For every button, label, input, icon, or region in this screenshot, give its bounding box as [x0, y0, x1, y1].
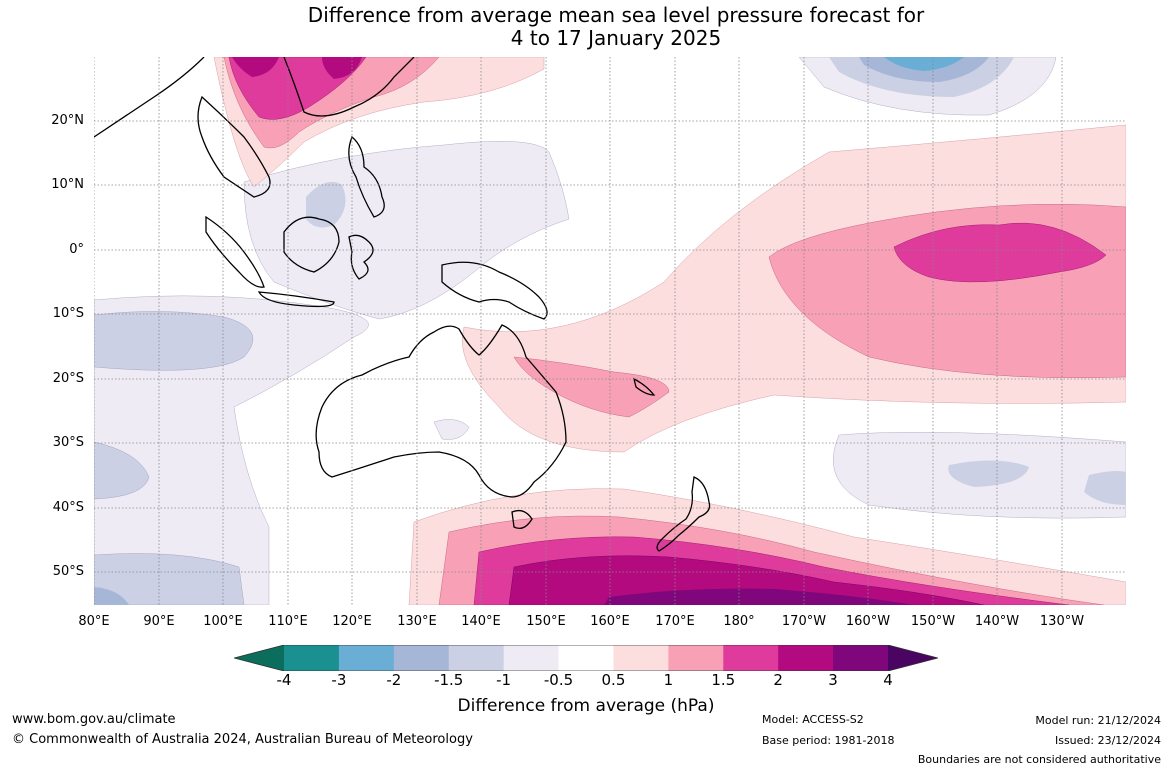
new-caledonia-outline	[633, 377, 656, 396]
pressure-anomaly-map	[94, 57, 1126, 605]
colorbar-segment	[503, 645, 560, 671]
longitude-label: 170°E	[655, 614, 695, 629]
longitude-label: 150°E	[526, 614, 566, 629]
footer-model: Model: ACCESS-S2	[762, 713, 864, 726]
anomaly-neg-west	[94, 295, 369, 605]
anomaly-neg-maritime-inner	[306, 181, 346, 228]
longitude-label: 110°E	[268, 614, 308, 629]
colorbar-segment	[284, 645, 340, 671]
colorbar-segment	[668, 645, 724, 671]
longitude-label: 150°W	[910, 614, 956, 629]
map-gridlines	[94, 57, 1126, 605]
java-outline	[257, 291, 335, 308]
anomaly-pos-pacific-15	[893, 222, 1107, 283]
colorbar-tick-label: -1	[496, 671, 512, 689]
latitude-label: 50°S	[52, 564, 84, 579]
latitude-label: 10°S	[52, 306, 84, 321]
borneo-outline	[283, 216, 340, 273]
colorbar-tick-label: 1	[663, 671, 674, 689]
colorbar-segment	[833, 645, 889, 671]
title-line-1: Difference from average mean sea level p…	[307, 3, 925, 27]
anomaly-pos-coral-1	[513, 356, 670, 418]
colorbar-high-extend	[888, 645, 938, 671]
anomaly-neg-central	[433, 419, 470, 440]
colorbar-segment	[723, 645, 779, 671]
colorbar-title: Difference from average (hPa)	[457, 696, 715, 716]
longitude-label: 130°W	[1039, 614, 1085, 629]
latitude-label: 20°N	[51, 113, 84, 128]
anomaly-pos-asia-2b	[322, 57, 362, 79]
colorbar-tick-label: 1.5	[711, 671, 736, 689]
colorbar-segment	[778, 645, 834, 671]
colorbar-segment	[613, 645, 669, 671]
anomaly-pos-south-3	[604, 588, 914, 605]
sumatra-outline	[205, 215, 265, 288]
colorbar	[234, 645, 938, 671]
new-guinea-outline	[441, 261, 548, 320]
latitude-label: 10°N	[51, 177, 84, 192]
asia-mainland-outline	[94, 57, 415, 138]
colorbar-segment	[393, 645, 450, 671]
anomaly-neg-east-pacific-inner-2	[1084, 471, 1126, 505]
tasmania-outline	[511, 509, 533, 530]
longitude-label: 100°E	[203, 614, 243, 629]
colorbar-tick-label: -1.5	[434, 671, 464, 689]
colorbar-segment	[338, 645, 395, 671]
longitude-label: 170°W	[781, 614, 827, 629]
australia-outline	[315, 324, 567, 498]
footer-copyright: © Commonwealth of Australia 2024, Austra…	[12, 732, 473, 747]
longitude-label: 180°	[723, 614, 755, 629]
colorbar-tick-label: 0.5	[601, 671, 626, 689]
anomaly-neg-southwest	[94, 553, 245, 605]
latitude-label: 30°S	[52, 435, 84, 450]
longitude-label: 120°E	[332, 614, 372, 629]
colorbar-tick-label: 4	[883, 671, 893, 689]
colorbar-segment	[448, 645, 505, 671]
footer-model-run: Model run: 21/12/2024	[1035, 714, 1161, 727]
colorbar-tick-label: -0.5	[543, 671, 574, 689]
map-title: Difference from average mean sea level p…	[0, 4, 1173, 50]
latitude-label: 0°	[69, 242, 84, 257]
footer-base-period: Base period: 1981-2018	[762, 734, 895, 747]
longitude-label: 160°E	[590, 614, 630, 629]
latitude-label: 20°S	[52, 371, 84, 386]
colorbar-tick-label: -2	[386, 671, 402, 689]
longitude-label: 140°W	[974, 614, 1020, 629]
longitude-label: 160°W	[845, 614, 891, 629]
latitude-label: 40°S	[52, 500, 84, 515]
footer-issued: Issued: 23/12/2024	[1054, 734, 1161, 747]
philippines-outline	[348, 135, 385, 218]
sulawesi-outline	[348, 234, 374, 280]
colorbar-tick-label: -4	[276, 671, 292, 689]
new-zealand-outline	[656, 476, 711, 552]
anomaly-neg-southwest-inner	[94, 587, 129, 605]
anomaly-pos-south-2	[508, 555, 985, 605]
colorbar-low-extend	[234, 645, 284, 671]
colorbar-tick-label: 2	[773, 671, 783, 689]
colorbar-tick-label: -3	[331, 671, 347, 689]
indochina-outline	[197, 95, 271, 198]
longitude-label: 130°E	[397, 614, 437, 629]
anomaly-neg-west-inner	[94, 311, 254, 371]
longitude-label: 80°E	[78, 614, 110, 629]
colorbar-segment	[558, 645, 614, 671]
title-line-2: 4 to 17 January 2025	[510, 26, 722, 50]
coastlines	[94, 57, 711, 552]
anomaly-pos-asia-2	[232, 57, 279, 77]
anomaly-neg-west-lower	[94, 441, 150, 500]
anomaly-neg-east-pacific-inner	[948, 460, 1029, 487]
longitude-label: 90°E	[143, 614, 175, 629]
footer-url[interactable]: www.bom.gov.au/climate	[12, 712, 176, 727]
longitude-label: 140°E	[461, 614, 501, 629]
colorbar-tick-label: 3	[828, 671, 838, 689]
anomaly-neg-north-pacific-4	[884, 57, 964, 71]
footer-disclaimer: Boundaries are not considered authoritat…	[917, 753, 1161, 766]
